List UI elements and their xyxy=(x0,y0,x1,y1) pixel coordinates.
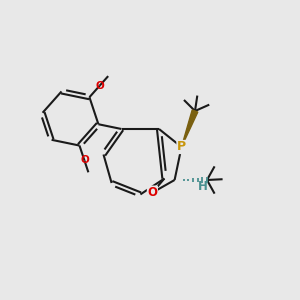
Polygon shape xyxy=(182,110,198,147)
Text: O: O xyxy=(147,186,158,199)
Text: O: O xyxy=(95,80,104,91)
Text: O: O xyxy=(80,155,89,165)
Text: H: H xyxy=(198,180,207,193)
Text: P: P xyxy=(177,140,186,154)
